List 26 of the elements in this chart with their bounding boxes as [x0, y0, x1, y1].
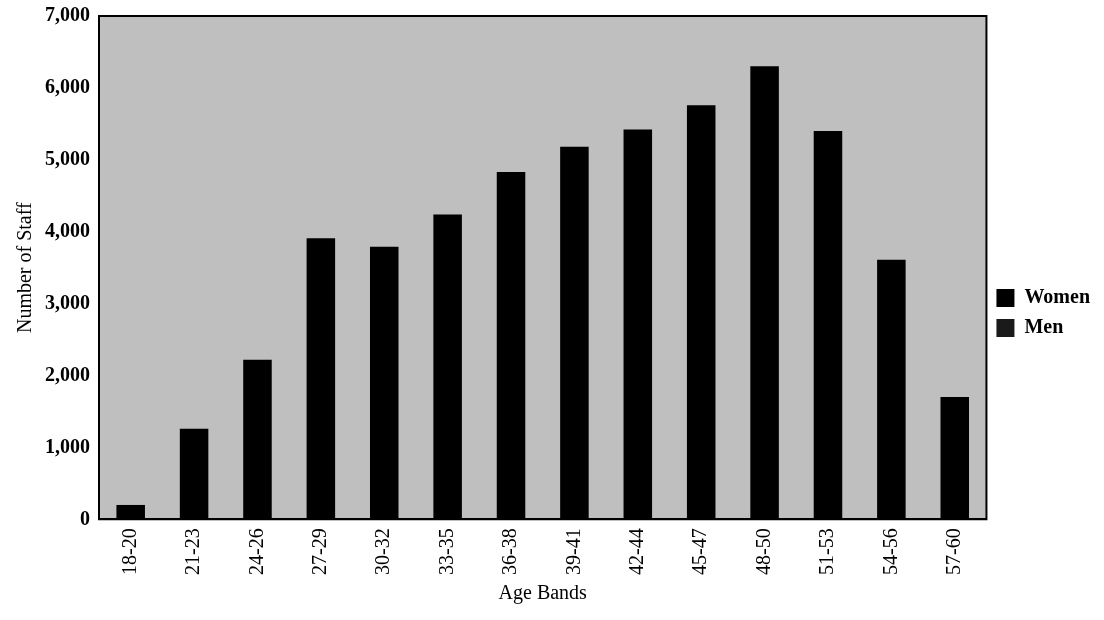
x-tick-label: 18-20 [117, 528, 140, 576]
x-tick-label: 27-29 [308, 528, 331, 576]
x-axis-title: Age Bands [498, 581, 588, 605]
x-tick-label: 33-35 [434, 528, 457, 576]
y-tick-label: 0 [80, 506, 90, 529]
y-tick-label: 1,000 [45, 434, 90, 457]
x-tick-label: 42-44 [625, 528, 648, 576]
y-axis-title: Number of Staff [13, 201, 36, 334]
x-tick-label: 45-47 [688, 528, 711, 576]
x-tick-label: 39-41 [561, 528, 584, 576]
y-tick-label: 7,000 [45, 3, 90, 26]
y-tick-label: 5,000 [45, 146, 90, 169]
x-tick-label: 57-60 [942, 528, 964, 576]
x-tick-label: 30-32 [371, 528, 394, 576]
x-tick-label: 24-26 [244, 528, 267, 576]
legend-label: Women [1024, 285, 1091, 308]
y-tick-label: 2,000 [45, 362, 90, 385]
y-tick-label: 3,000 [45, 290, 90, 313]
x-tick-label: 21-23 [181, 528, 204, 576]
y-tick-label: 4,000 [45, 218, 90, 241]
x-tick-label: 36-38 [498, 528, 521, 576]
legend-label: Men [1024, 315, 1064, 338]
x-tick-label: 48-50 [751, 528, 774, 576]
x-tick-label: 54-56 [878, 528, 901, 576]
x-tick-label: 51-53 [815, 528, 838, 576]
y-tick-label: 6,000 [45, 75, 90, 98]
